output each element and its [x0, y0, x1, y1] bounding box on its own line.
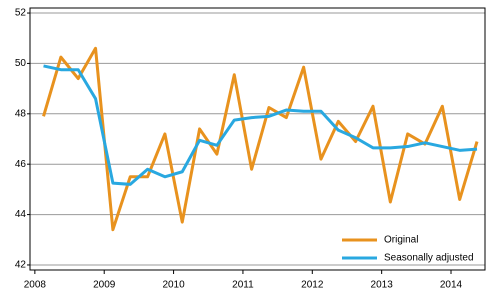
y-tick-label: 46	[15, 159, 27, 170]
series-line	[42, 46, 479, 232]
x-tick-label: 2008	[24, 280, 47, 291]
series-line	[43, 64, 478, 186]
x-tick-label: 2014	[440, 280, 463, 291]
legend-label: Seasonally adjusted	[384, 253, 474, 264]
y-tick-label: 50	[15, 58, 27, 69]
y-tick-label: 48	[15, 108, 27, 119]
y-tick-label: 44	[15, 209, 27, 220]
x-tick-label: 2010	[162, 280, 185, 291]
y-tick-label: 52	[15, 8, 27, 19]
x-tick-label: 2009	[93, 280, 116, 291]
y-tick-label: 42	[15, 260, 27, 271]
legend-label: Original	[384, 235, 418, 246]
plot-frame	[29, 7, 486, 271]
x-tick-label: 2013	[371, 280, 394, 291]
x-tick-label: 2011	[232, 280, 254, 291]
x-tick-label: 2012	[301, 280, 324, 291]
